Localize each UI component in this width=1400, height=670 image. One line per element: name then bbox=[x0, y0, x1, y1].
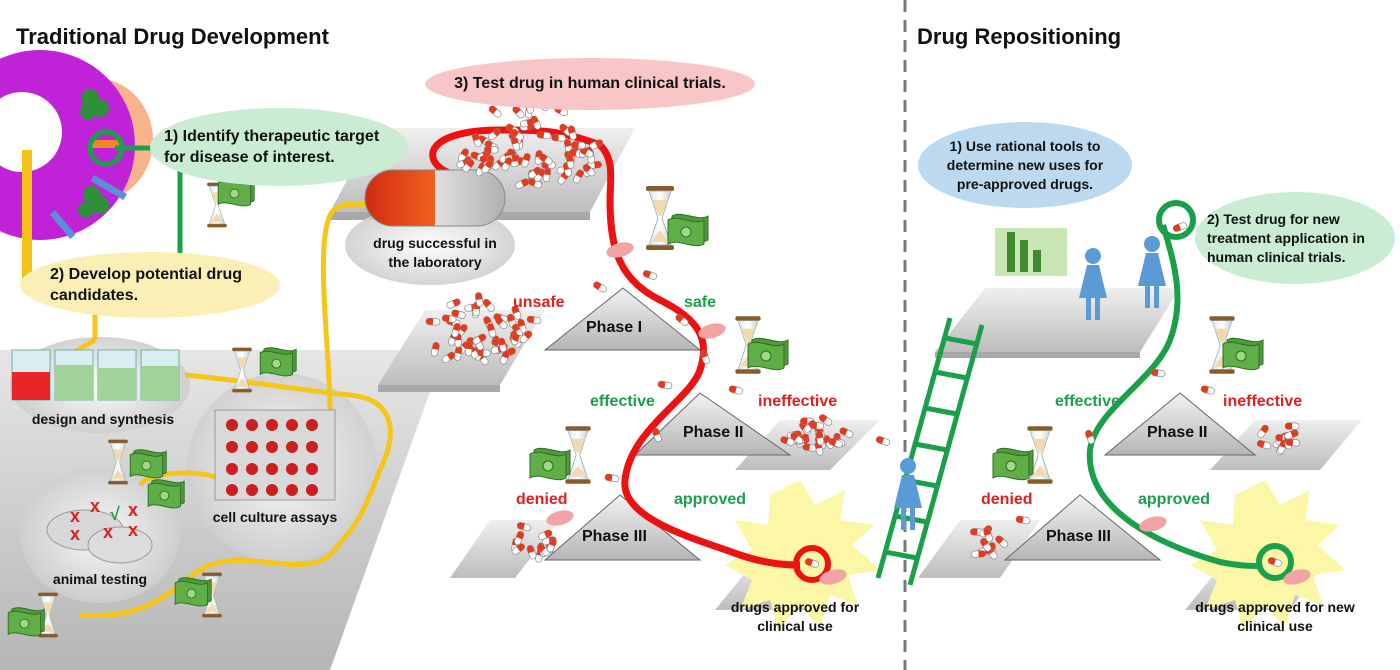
cell-culture-label: cell culture assays bbox=[212, 509, 338, 525]
svg-text:√: √ bbox=[110, 504, 120, 524]
repositioning-title: Drug Repositioning bbox=[917, 24, 1122, 49]
svg-text:x: x bbox=[70, 524, 80, 544]
repo-effective-label: effective bbox=[1055, 393, 1120, 410]
step2-text: 2) Develop potential drug candidates. bbox=[50, 266, 243, 304]
animal-testing-label: animal testing bbox=[52, 571, 148, 587]
phase3-label: Phase III bbox=[582, 528, 647, 545]
denied-label: denied bbox=[516, 491, 568, 508]
approved-label: approved bbox=[674, 491, 747, 508]
safe-label: safe bbox=[684, 294, 717, 311]
svg-text:x: x bbox=[90, 496, 100, 516]
svg-text:x: x bbox=[128, 520, 138, 540]
repo-final-approved-label: drugs approved for new clinical use bbox=[1195, 599, 1355, 634]
phase2-label: Phase II bbox=[683, 424, 744, 441]
repo-ineffective-label: ineffective bbox=[1223, 393, 1303, 410]
step3-bubble: 3) Test drug in human clinical trials. bbox=[425, 58, 755, 110]
repo-denied-label: denied bbox=[981, 491, 1033, 508]
step1-text: 1) Identify therapeutic target for disea… bbox=[164, 128, 380, 166]
phase1-label: Phase I bbox=[586, 319, 643, 336]
step1-bubble: 1) Identify therapeutic target for disea… bbox=[150, 108, 408, 186]
traditional-title: Traditional Drug Development bbox=[16, 24, 329, 49]
repo-phase3-label: Phase III bbox=[1046, 528, 1111, 545]
repo-step2-text: 2) Test drug for new treatment applicati… bbox=[1207, 210, 1365, 265]
final-approved-label: drugs approved for clinical use bbox=[730, 599, 860, 634]
lab-success-label: drug successful in the laboratory bbox=[373, 235, 497, 270]
repo-approved-label: approved bbox=[1138, 491, 1211, 508]
repo-step1-text: 1) Use rational tools to determine new u… bbox=[946, 137, 1104, 192]
unsafe-label: unsafe bbox=[513, 294, 565, 311]
svg-text:x: x bbox=[70, 506, 80, 526]
effective-label: effective bbox=[590, 393, 655, 410]
step3-text: 3) Test drug in human clinical trials. bbox=[454, 75, 726, 92]
ineffective-label: ineffective bbox=[758, 393, 838, 410]
repo-step2-bubble: 2) Test drug for new treatment applicati… bbox=[1195, 192, 1395, 284]
repo-step1-bubble: 1) Use rational tools to determine new u… bbox=[918, 122, 1132, 208]
step2-bubble: 2) Develop potential drug candidates. bbox=[20, 252, 280, 318]
design-synthesis-label: design and synthesis bbox=[31, 411, 175, 427]
svg-text:x: x bbox=[103, 522, 113, 542]
svg-text:x: x bbox=[128, 500, 138, 520]
repo-phase2-label: Phase II bbox=[1147, 424, 1208, 441]
